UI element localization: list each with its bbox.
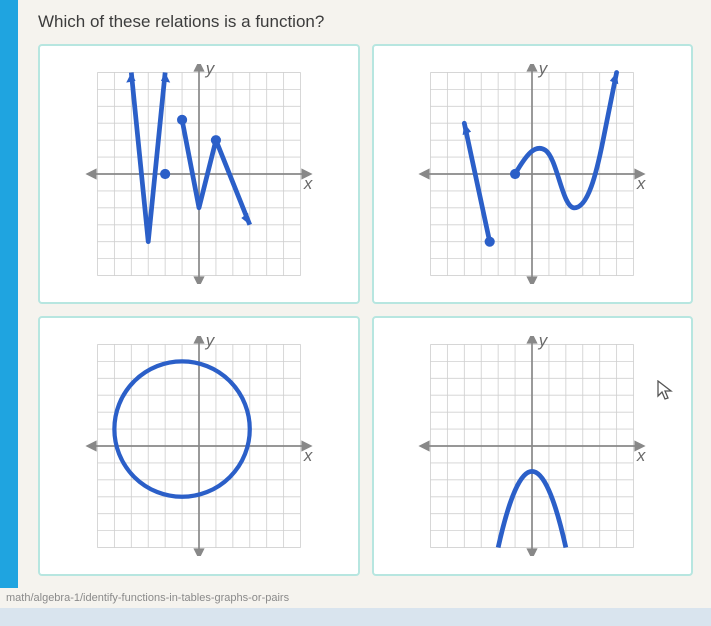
question-text: Which of these relations is a function? [38, 12, 693, 32]
url-fragment: math/algebra-1/identify-functions-in-tab… [0, 588, 711, 608]
axes [87, 64, 310, 284]
options-grid: x y [38, 44, 693, 576]
x-axis-label: x [303, 174, 313, 193]
option-a[interactable]: x y [38, 44, 360, 304]
chart-d: x y [412, 336, 652, 556]
y-axis-label: y [538, 64, 549, 78]
taskbar [0, 608, 711, 626]
x-axis-label: x [636, 446, 646, 465]
option-b[interactable]: x y [372, 44, 694, 304]
x-axis-label: x [636, 174, 646, 193]
option-d[interactable]: x y [372, 316, 694, 576]
desktop-edge [0, 0, 18, 626]
x-axis-label: x [303, 446, 313, 465]
y-axis-label: y [205, 64, 216, 78]
axes [87, 336, 310, 556]
question-panel: Which of these relations is a function? [18, 0, 711, 576]
axes [421, 336, 644, 556]
chart-a: x y [79, 64, 319, 284]
chart-b: x y [412, 64, 652, 284]
chart-c: x y [79, 336, 319, 556]
cursor-icon [657, 380, 675, 408]
y-axis-label: y [538, 336, 549, 350]
option-c[interactable]: x y [38, 316, 360, 576]
y-axis-label: y [205, 336, 216, 350]
